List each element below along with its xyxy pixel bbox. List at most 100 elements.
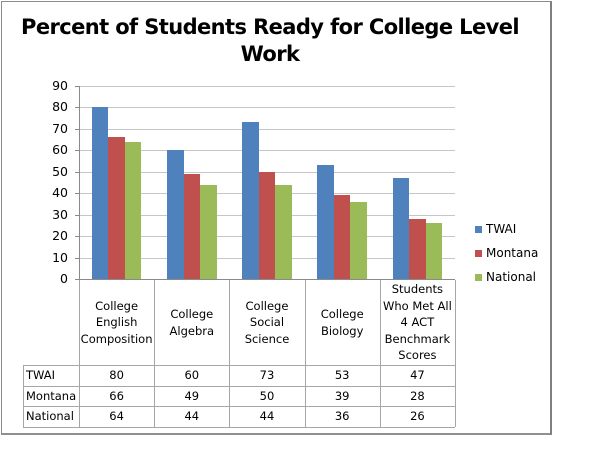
gridline xyxy=(79,86,455,87)
table-header-cell: College English Composition xyxy=(79,280,154,365)
chart-title: Percent of Students Ready for College Le… xyxy=(20,14,520,68)
table-vline xyxy=(380,280,381,428)
table-row-label: Montana xyxy=(26,388,77,403)
y-tick-mark xyxy=(75,86,79,87)
table-vline xyxy=(305,280,306,428)
bar-twai-5 xyxy=(392,178,410,279)
table-header-line: English xyxy=(95,315,138,330)
bar-national-4 xyxy=(350,201,367,279)
bar-twai-3 xyxy=(242,122,259,279)
x-axis-line xyxy=(75,279,455,280)
y-tick-mark xyxy=(75,107,79,108)
y-tick-label: 90 xyxy=(52,78,68,93)
table-hline xyxy=(23,386,455,387)
table-header-cell: College Social Science xyxy=(229,280,304,365)
chart-title-line-1: Percent of Students Ready for College Le… xyxy=(21,15,520,39)
y-axis-line xyxy=(79,86,80,279)
table-header-line: Algebra xyxy=(169,323,215,338)
table-cell: 73 xyxy=(259,368,275,383)
table-vline xyxy=(455,280,456,428)
y-tick-mark xyxy=(75,193,79,194)
table-cell: 28 xyxy=(410,388,425,403)
legend-swatch-icon xyxy=(475,273,482,281)
table-header-line: Composition xyxy=(80,331,153,346)
table-cell: 53 xyxy=(334,368,350,383)
bar-national-5 xyxy=(425,223,443,279)
y-tick-label: 10 xyxy=(52,250,68,265)
table-cell: 50 xyxy=(259,388,275,403)
table-header-line: Benchmark xyxy=(384,331,451,346)
table-header-line: Scores xyxy=(398,348,437,363)
table-vline xyxy=(229,280,230,428)
table-row-label: TWAI xyxy=(26,368,56,383)
table-header-line: Students xyxy=(391,282,444,297)
table-header-line: Social xyxy=(249,315,285,330)
table-cell: 39 xyxy=(334,388,350,403)
bar-montana-1 xyxy=(108,137,125,279)
table-cell: 66 xyxy=(109,388,124,403)
y-tick-label: 30 xyxy=(52,207,68,222)
table-cell: 64 xyxy=(109,409,124,424)
y-tick-label: 0 xyxy=(60,271,68,286)
y-tick-label: 60 xyxy=(52,142,68,157)
bar-montana-5 xyxy=(409,218,426,279)
chart-title-line-2: Work xyxy=(240,42,300,66)
legend-item-montana: Montana xyxy=(475,246,538,260)
gridline xyxy=(79,129,455,130)
table-row-label: National xyxy=(26,409,74,424)
y-tick-mark xyxy=(75,172,79,173)
table-cell: 49 xyxy=(184,388,200,403)
y-tick-mark xyxy=(75,258,79,259)
bar-twai-2 xyxy=(167,150,184,279)
gridline xyxy=(79,150,455,151)
bar-montana-4 xyxy=(333,195,351,279)
legend-label: National xyxy=(486,270,537,284)
table-hline xyxy=(23,427,455,428)
table-header-line: College xyxy=(245,298,289,313)
table-header-line: 4 ACT xyxy=(400,315,435,330)
y-tick-label: 20 xyxy=(52,228,68,243)
table-cell: 47 xyxy=(410,368,425,383)
bar-national-2 xyxy=(200,184,217,279)
y-tick-mark xyxy=(75,129,79,130)
bar-montana-3 xyxy=(258,171,276,279)
table-header-cell: College Algebra xyxy=(154,280,229,365)
y-tick-mark xyxy=(75,236,79,237)
y-tick-label: 80 xyxy=(52,99,68,114)
legend-label: Montana xyxy=(486,246,539,260)
y-tick-label: 50 xyxy=(52,164,68,179)
bar-montana-2 xyxy=(183,173,201,279)
y-tick-mark xyxy=(75,150,79,151)
table-vline xyxy=(79,280,80,428)
y-tick-label: 40 xyxy=(52,185,68,200)
table-cell: 80 xyxy=(109,368,124,383)
table-cell: 36 xyxy=(334,409,350,424)
legend-swatch-icon xyxy=(475,225,482,233)
table-header-line: College xyxy=(95,298,139,313)
table-vline xyxy=(23,365,24,428)
table-header-line: Biology xyxy=(320,323,364,338)
table-cell: 44 xyxy=(184,409,200,424)
table-hline xyxy=(23,365,455,366)
table-header-line: Who Met All xyxy=(383,298,452,313)
table-vline xyxy=(154,280,155,428)
bar-twai-4 xyxy=(317,165,334,279)
table-cell: 44 xyxy=(259,409,275,424)
legend-item-twai: TWAI xyxy=(475,222,516,236)
bar-national-1 xyxy=(124,141,142,279)
table-header-cell: College Biology xyxy=(305,280,380,365)
bar-national-3 xyxy=(275,184,292,279)
bar-twai-1 xyxy=(91,107,109,279)
legend-label: TWAI xyxy=(486,222,517,236)
gridline xyxy=(79,107,455,108)
table-header-line: Science xyxy=(244,331,290,346)
legend-item-national: National xyxy=(475,270,536,284)
legend-swatch-icon xyxy=(475,249,482,257)
table-header-cell: Students Who Met All 4 ACT Benchmark Scores xyxy=(380,280,455,365)
y-tick-mark xyxy=(75,215,79,216)
table-header-line: College xyxy=(170,307,214,321)
table-cell: 60 xyxy=(184,368,200,383)
table-header-line: College xyxy=(320,307,364,321)
y-tick-label: 70 xyxy=(52,121,68,136)
table-cell: 26 xyxy=(410,409,425,424)
